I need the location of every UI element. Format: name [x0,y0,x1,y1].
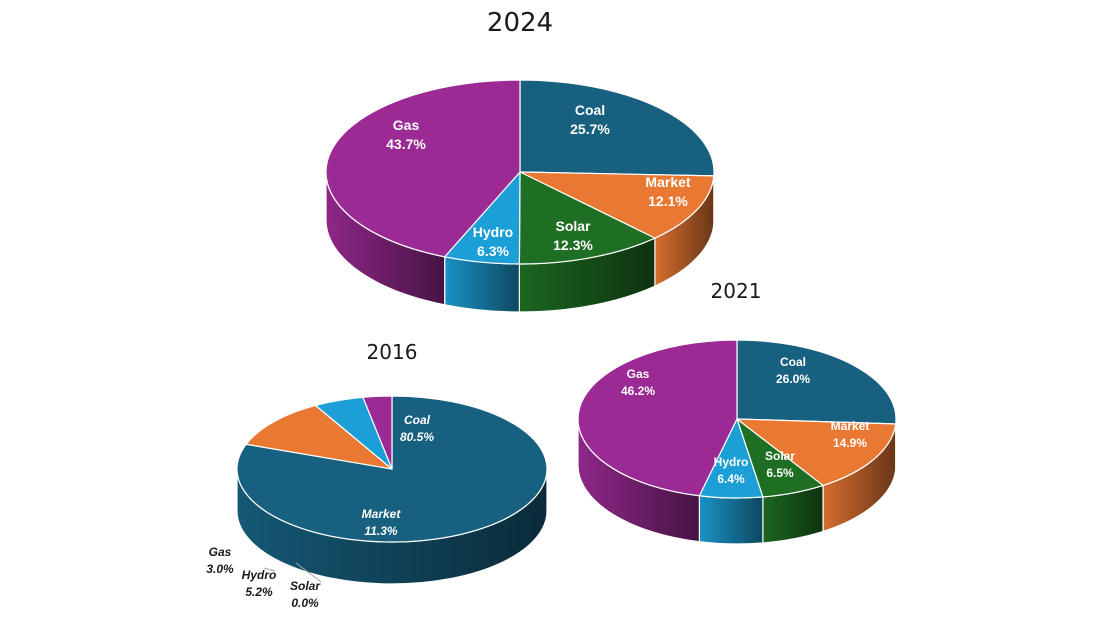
pie-slice-gas [577,339,738,497]
pie-slice-market [519,171,715,239]
data-label-name: Market [831,419,870,433]
data-label-value: 11.3% [364,524,397,538]
data-label-name: Coal [780,355,806,369]
data-label-name: Gas [209,545,232,559]
data-label-market: Market 14.9% [831,419,870,450]
data-label-name: Solar [765,449,795,463]
data-label-hydro: Hydro 6.3% [473,224,513,259]
data-label-name: Market [645,174,690,190]
chart-title-2024: 2024 [486,8,554,38]
data-label-gas: Gas 46.2% [621,367,655,398]
pie-chart-2024: Coal 25.7% Market 12.1% Solar 12.3% Hydro 6.3% G… [325,79,715,313]
data-label-name: Coal [404,413,431,427]
pie-chart-2016: Coal 80.5% Market 11.3% Solar 0.0% Hydro 5.2% Ga… [206,395,548,610]
data-label-value: 46.2% [621,384,655,398]
data-label-value: 80.5% [400,430,434,444]
pie-slice-solar [518,171,656,265]
pie-slice-coal [736,339,897,425]
data-label-coal: Coal 80.5% [400,413,434,444]
data-label-value: 6.5% [766,466,794,480]
data-label-market: Market 12.1% [645,174,690,209]
data-label-value: 14.9% [833,436,867,450]
data-label-name: Hydro [473,224,513,240]
data-label-name: Hydro [714,455,749,469]
pie-side-hydro [698,495,764,545]
data-label-value: 6.4% [717,472,745,486]
data-label-name: Solar [290,579,321,593]
data-label-value: 6.3% [477,243,509,259]
data-label-value: 43.7% [386,136,426,152]
chart-title-2021: 2021 [710,279,762,303]
data-label-coal: Coal 26.0% [776,355,810,386]
data-label-name: Coal [575,102,605,118]
pie-slice-gas [362,395,393,470]
data-label-value: 12.3% [553,237,593,253]
data-label-name: Gas [627,367,650,381]
data-label-value: 26.0% [776,372,810,386]
data-label-solar: Solar 12.3% [553,218,593,253]
pie-chart-2021: Coal 26.0% Market 14.9% Solar 6.5% Hydro 6.4% Ga… [577,339,897,545]
leader-line-hydro [263,567,276,572]
data-label-name: Gas [393,117,420,133]
data-label-solar: Solar 6.5% [765,449,795,480]
data-label-coal: Coal 25.7% [570,102,610,137]
pie-slice-market [736,418,897,487]
pie-slice-coal [519,79,715,177]
leader-line-solar [295,562,322,583]
data-label-hydro: Hydro 5.2% [242,568,277,599]
data-label-name: Hydro [242,568,277,582]
data-label-value: 5.2% [245,585,273,599]
chart-title-2016: 2016 [366,340,418,364]
data-label-gas: Gas 3.0% [206,545,234,576]
pie-slice-market [245,404,393,470]
data-label-value: 25.7% [570,121,610,137]
data-label-value: 0.0% [291,596,319,610]
pie-slice-gas [325,79,521,258]
pie-side-hydro [444,256,520,313]
data-label-solar: Solar 0.0% [290,579,321,610]
data-label-hydro: Hydro 6.4% [714,455,749,486]
data-label-value: 12.1% [648,193,688,209]
data-label-market: Market 11.3% [362,507,402,538]
data-label-name: Market [362,507,402,521]
data-label-name: Solar [555,218,591,234]
data-label-gas: Gas 43.7% [386,117,426,152]
data-label-value: 3.0% [206,562,234,576]
